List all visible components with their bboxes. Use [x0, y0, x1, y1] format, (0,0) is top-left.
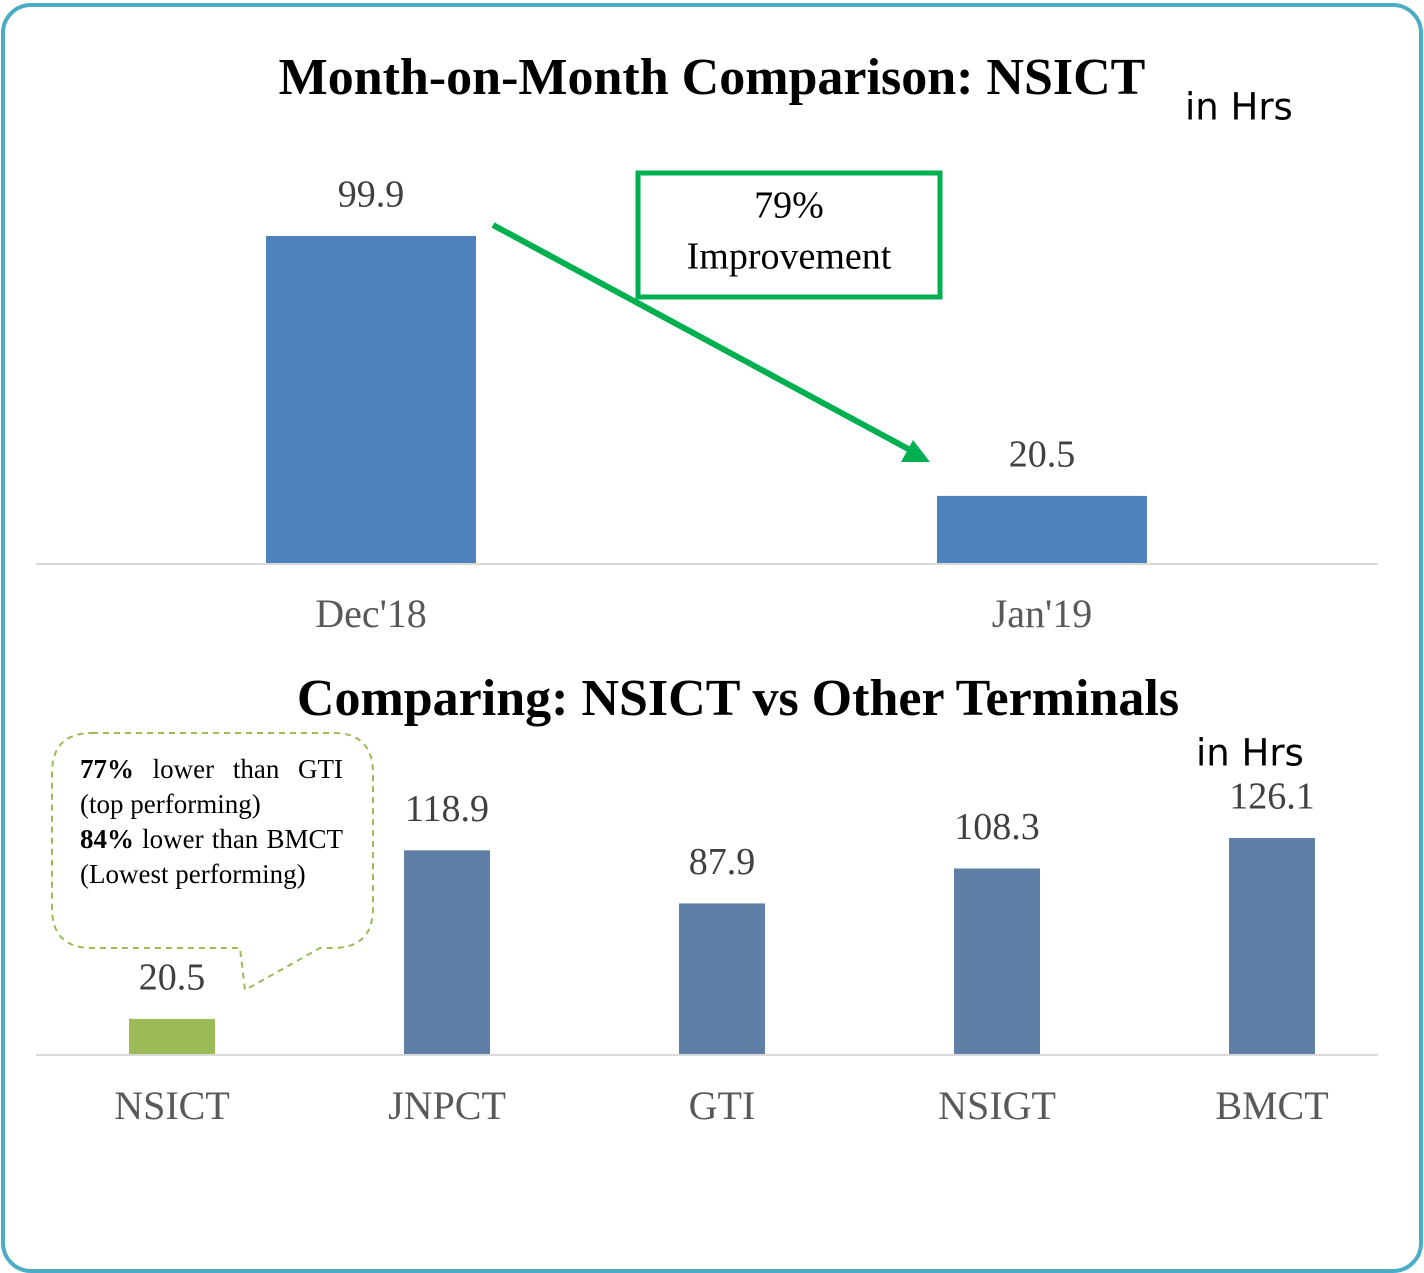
callout-bold: 77% [80, 754, 134, 784]
callout-bold: 84% [80, 824, 134, 854]
x-tick-label: GTI [689, 1083, 756, 1128]
arrow-head [901, 440, 930, 462]
x-tick-label: Dec'18 [315, 591, 427, 636]
callout-bubble [51, 732, 374, 992]
bar [129, 1018, 215, 1054]
chart-title: Month-on-Month Comparison: NSICT [279, 49, 1146, 106]
data-label: 108.3 [954, 806, 1040, 848]
annotation-box [635, 170, 943, 300]
arrow [491, 222, 914, 454]
data-label: 20.5 [1009, 434, 1076, 476]
bar [679, 903, 765, 1054]
annotation: Improvement [687, 236, 892, 278]
bar [1229, 838, 1315, 1054]
x-tick-label: NSICT [114, 1083, 230, 1128]
frame [1, 3, 1423, 1273]
callout: 77% lower than GTI (top performing) 84% … [80, 752, 343, 892]
unit-label: in Hrs [1185, 86, 1293, 129]
bar [937, 495, 1147, 563]
unit-label: in Hrs [1196, 732, 1304, 775]
chart-title: Comparing: NSICT vs Other Terminals [297, 670, 1179, 727]
data-label: 118.9 [405, 788, 489, 830]
data-label: 87.9 [689, 841, 756, 883]
callout-line: 77% lower than GTI (top performing) [80, 752, 343, 822]
annotation: 79% [754, 185, 824, 227]
data-label: 99.9 [338, 174, 405, 216]
x-tick-label: BMCT [1215, 1083, 1328, 1128]
callout-text: lower than BMCT (Lowest performing) [80, 824, 343, 889]
x-tick-label: JNPCT [388, 1083, 506, 1128]
callout-text: lower than GTI (top performing) [80, 754, 343, 819]
x-tick-label: Jan'19 [992, 591, 1093, 636]
bar [266, 236, 476, 563]
data-label: 126.1 [1229, 776, 1315, 818]
x-tick-label: NSIGT [938, 1083, 1056, 1128]
bar [404, 850, 490, 1054]
bar [954, 868, 1040, 1054]
callout-line: 84% lower than BMCT (Lowest performing) [80, 822, 343, 892]
data-label: 20.5 [139, 957, 206, 999]
